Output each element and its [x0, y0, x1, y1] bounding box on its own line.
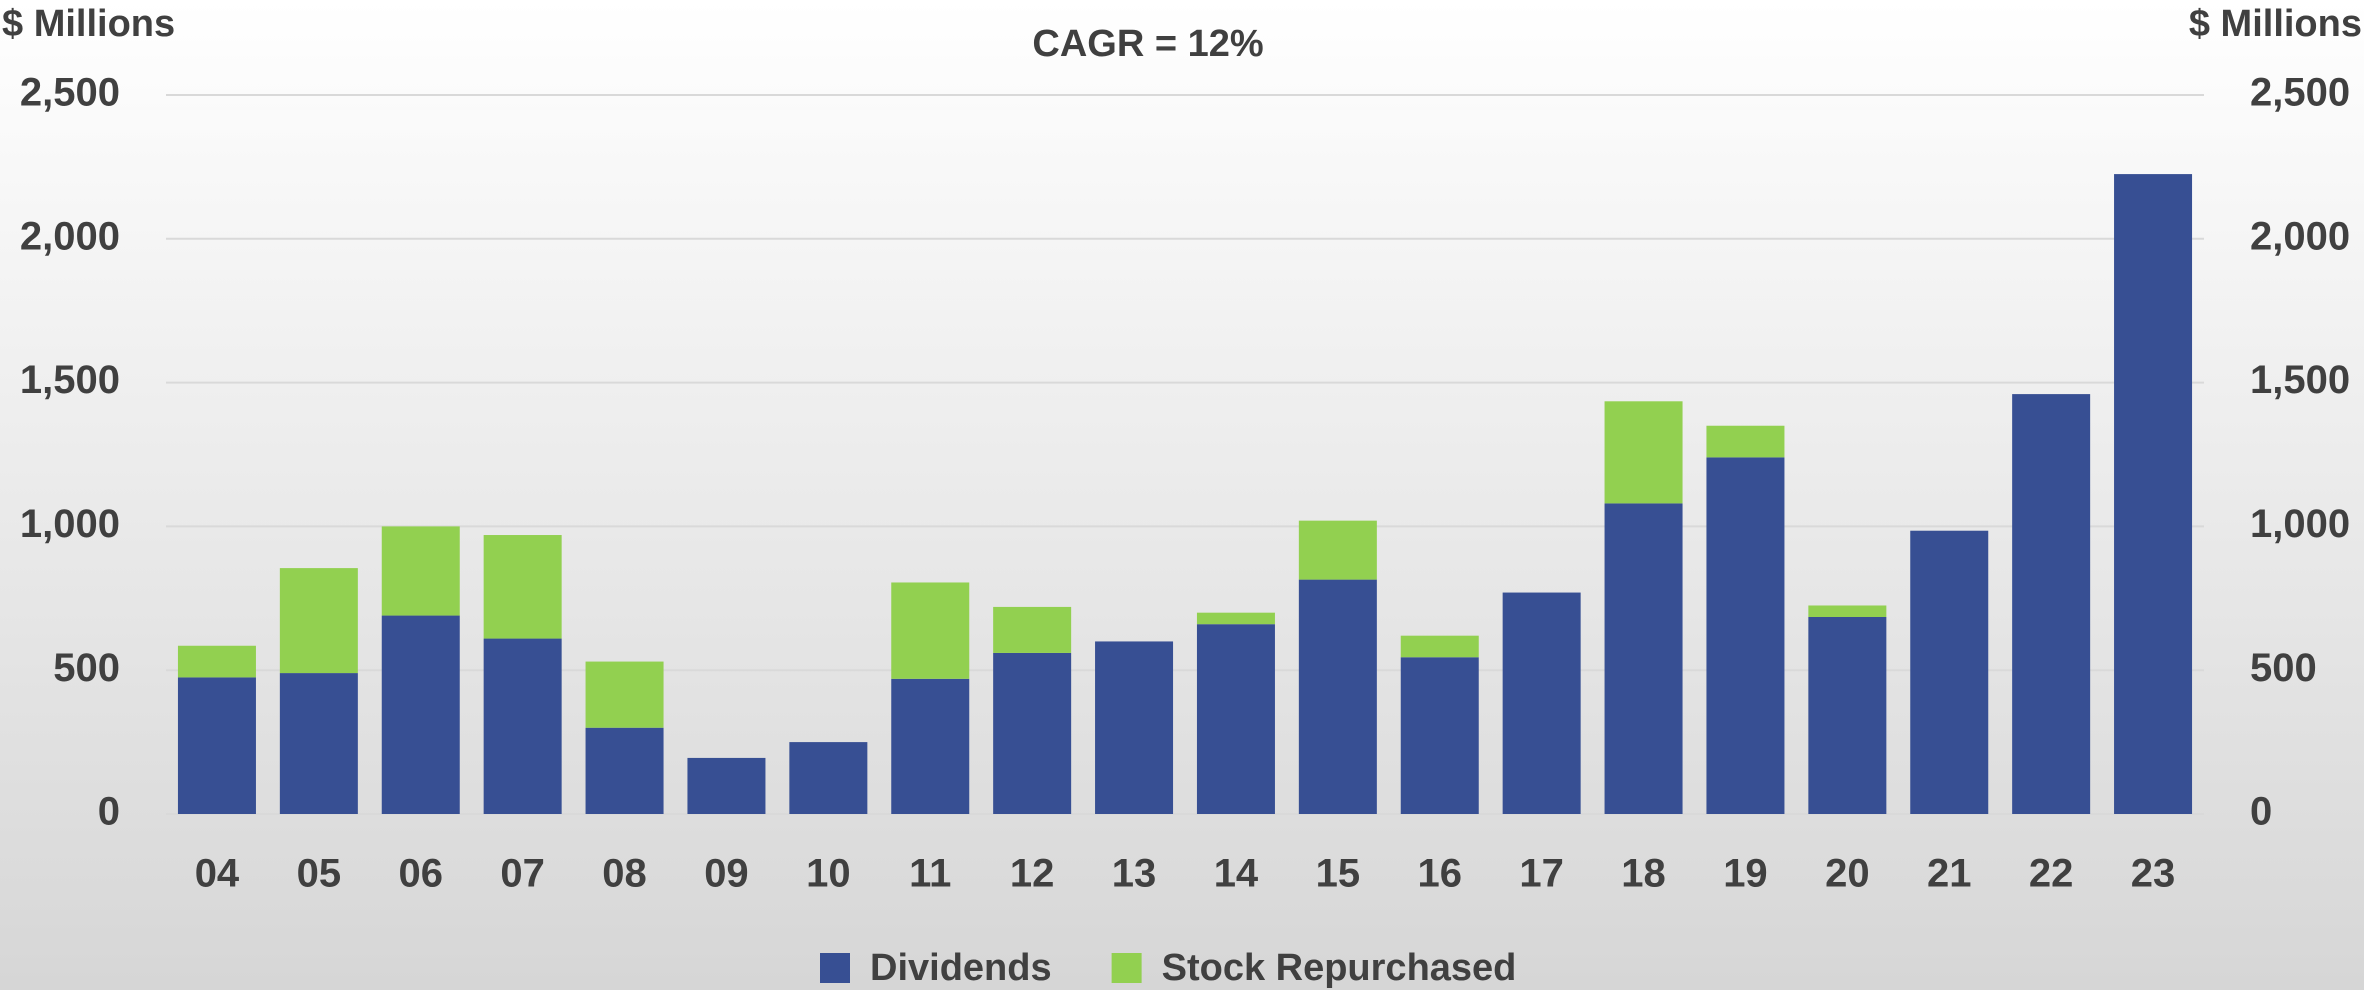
x-tick-label: 09	[704, 852, 749, 896]
bar-segment	[1706, 425, 1785, 458]
legend-label: Stock Repurchased	[1162, 947, 1517, 989]
bar-segment	[2012, 394, 2091, 814]
y-tick-label: 2,500	[20, 71, 120, 115]
y-axis-label: $ Millions	[2, 3, 175, 45]
bar-segment	[2114, 174, 2193, 815]
bar-segment	[1604, 401, 1683, 504]
bar-segment	[177, 677, 256, 814]
x-tick-label: 12	[1010, 852, 1055, 896]
bar-segment	[483, 535, 562, 639]
bar-segment	[1298, 579, 1377, 814]
bar-segment	[1298, 520, 1377, 580]
bar-segment	[687, 757, 766, 814]
x-tick-label: 17	[1519, 852, 1564, 896]
bar-segment	[1910, 530, 1989, 814]
bar-segment	[1808, 616, 1887, 814]
x-tick-label: 16	[1418, 852, 1463, 896]
bar-segment	[891, 678, 970, 814]
bar-segment	[585, 727, 664, 814]
y-tick-label: 500	[53, 646, 120, 690]
bar-segment	[1095, 641, 1174, 814]
bar-segment	[1502, 592, 1581, 814]
x-tick-label: 07	[500, 852, 545, 896]
y2-tick-label: 1,000	[2250, 502, 2350, 546]
bar-segment	[1706, 457, 1785, 814]
bar-segment	[1604, 503, 1683, 814]
y2-tick-label: 0	[2250, 790, 2272, 834]
y2-tick-label: 2,500	[2250, 71, 2350, 115]
bar-segment	[891, 582, 970, 679]
bar-segment	[1808, 605, 1887, 617]
x-tick-label: 15	[1316, 852, 1361, 896]
bar-segment	[381, 526, 460, 616]
x-tick-label: 22	[2029, 852, 2074, 896]
x-tick-label: 05	[297, 852, 342, 896]
x-tick-label: 13	[1112, 852, 1157, 896]
x-tick-label: 21	[1927, 852, 1972, 896]
bar-segment	[1196, 624, 1275, 814]
x-tick-label: 10	[806, 852, 851, 896]
bar-segment	[993, 606, 1072, 653]
y-tick-label: 1,000	[20, 502, 120, 546]
bar-segment	[1400, 657, 1479, 814]
y-tick-label: 2,000	[20, 214, 120, 258]
bar-segment	[1400, 635, 1479, 658]
bar-segment	[585, 661, 664, 728]
y2-tick-label: 1,500	[2250, 358, 2350, 402]
bar-segment	[1196, 612, 1275, 625]
x-tick-label: 11	[909, 852, 951, 896]
bar-segment	[993, 652, 1072, 814]
bar-segment	[177, 645, 256, 678]
y2-tick-label: 2,000	[2250, 214, 2350, 258]
bar-segment	[381, 615, 460, 814]
bar-segment	[483, 638, 562, 814]
x-tick-label: 18	[1621, 852, 1666, 896]
x-tick-label: 06	[399, 852, 444, 896]
legend-label: Dividends	[870, 947, 1052, 989]
chart-title: CAGR = 12%	[1032, 23, 1263, 65]
bar-segment	[279, 568, 358, 674]
y-tick-label: 1,500	[20, 358, 120, 402]
x-tick-label: 19	[1723, 852, 1768, 896]
legend-swatch	[820, 953, 850, 983]
x-tick-label: 20	[1825, 852, 1870, 896]
bar-segment	[279, 673, 358, 814]
x-tick-label: 04	[195, 852, 240, 896]
legend-swatch	[1111, 953, 1142, 983]
x-tick-label: 23	[2131, 852, 2176, 896]
y-tick-label: 0	[98, 790, 120, 834]
x-tick-label: 14	[1214, 852, 1259, 896]
bar-segment	[789, 742, 868, 814]
x-tick-label: 08	[602, 852, 647, 896]
y2-tick-label: 500	[2250, 646, 2317, 690]
y2-axis-label: $ Millions	[2189, 3, 2362, 45]
